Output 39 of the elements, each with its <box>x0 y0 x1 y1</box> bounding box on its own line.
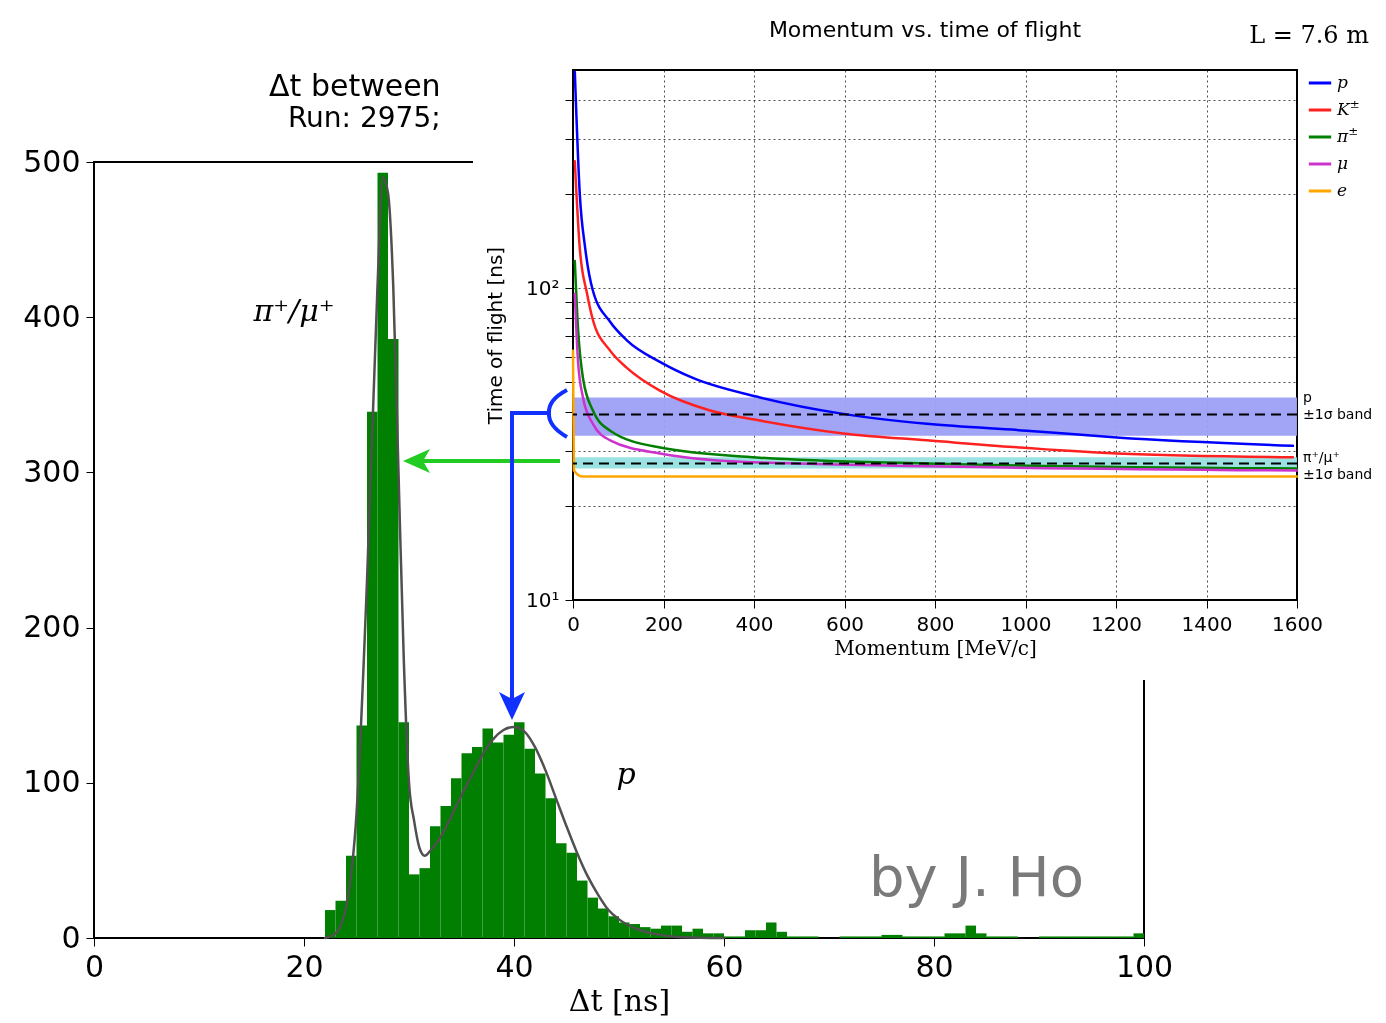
y-tick-label: 0 <box>61 919 81 955</box>
chart-title: Δt between <box>269 68 441 103</box>
y-tick-label: 10¹ <box>526 587 560 612</box>
x-tick-label: 1000 <box>1000 611 1052 636</box>
annotation: π⁺/μ⁺ <box>252 293 335 328</box>
legend-label: e <box>1337 180 1348 200</box>
legend-label: K$^{±}$ <box>1336 97 1360 119</box>
x-tick-label: 400 <box>735 611 774 636</box>
x-tick-label: 60 <box>705 948 744 984</box>
annotation: p <box>616 756 636 791</box>
y-tick-label: 400 <box>23 298 81 334</box>
y-tick-label: 500 <box>23 143 81 179</box>
x-tick-label: 200 <box>644 611 684 636</box>
y-tick-label: 300 <box>23 453 81 489</box>
band-label: p ±1σ band <box>1303 389 1373 423</box>
legend-label: p <box>1337 72 1348 92</box>
x-tick-label: 1400 <box>1181 611 1233 636</box>
x-axis-title: Momentum [MeV/c] <box>834 635 1037 660</box>
x-tick-label: 80 <box>915 948 954 984</box>
x-tick-label: 1200 <box>1091 611 1142 636</box>
text: L = 7.6 m <box>1249 21 1370 49</box>
x-tick-label: 800 <box>916 611 955 636</box>
legend-label: μ <box>1337 153 1349 173</box>
x-tick-label: 0 <box>567 611 580 636</box>
x-axis-title: Δt [ns] <box>568 982 671 1018</box>
legend-label: π$^{±}$ <box>1336 124 1359 146</box>
annotation: by J. Ho <box>869 844 1084 909</box>
y-tick-label: 100 <box>23 764 81 800</box>
x-tick-label: 20 <box>285 948 324 984</box>
x-tick-label: 1600 <box>1272 611 1323 636</box>
chart-title: Momentum vs. time of flight <box>768 17 1082 42</box>
y-tick-label: 10² <box>526 275 560 300</box>
x-tick-label: 40 <box>495 948 534 984</box>
y-axis-title: Time of flight [ns] <box>483 246 508 426</box>
chart-subtitle: Run: 2975; <box>287 101 441 134</box>
x-tick-label: 0 <box>84 948 105 984</box>
x-tick-label: 100 <box>1115 948 1174 984</box>
band-label: π⁺/μ⁺ ±1σ band <box>1303 449 1373 483</box>
x-tick-label: 600 <box>825 611 865 636</box>
